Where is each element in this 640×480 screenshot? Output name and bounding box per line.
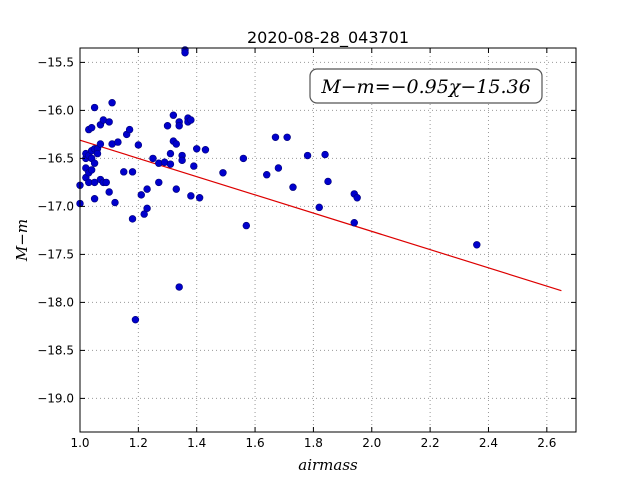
data-point bbox=[175, 122, 183, 130]
data-point bbox=[321, 150, 329, 159]
data-point bbox=[473, 241, 481, 249]
y-tick-label: −19.0 bbox=[37, 391, 74, 405]
data-point bbox=[315, 203, 323, 212]
data-point bbox=[166, 160, 175, 168]
data-point bbox=[353, 194, 361, 202]
data-point bbox=[128, 168, 137, 176]
data-point bbox=[149, 154, 157, 163]
data-point bbox=[193, 145, 201, 153]
equation-box: M−m=−0.95χ−15.36 bbox=[309, 68, 543, 104]
x-tick-label: 1.2 bbox=[129, 436, 148, 450]
data-point bbox=[105, 188, 113, 196]
data-point bbox=[242, 221, 251, 230]
data-point bbox=[131, 315, 140, 324]
data-point bbox=[166, 149, 175, 158]
data-point bbox=[219, 169, 227, 177]
data-point bbox=[137, 191, 145, 199]
x-tick-label: 1.8 bbox=[304, 436, 323, 450]
x-tick-label: 2.0 bbox=[362, 436, 381, 450]
data-point bbox=[102, 178, 110, 187]
data-point bbox=[350, 219, 358, 227]
y-tick-label: −18.0 bbox=[37, 295, 74, 309]
data-point bbox=[125, 125, 134, 134]
data-point bbox=[283, 133, 291, 141]
data-point bbox=[324, 177, 332, 186]
data-point bbox=[263, 171, 271, 179]
data-point bbox=[128, 215, 137, 223]
data-point bbox=[155, 178, 163, 187]
data-point bbox=[163, 122, 172, 130]
data-point bbox=[114, 138, 122, 146]
x-tick-label: 1.0 bbox=[70, 436, 89, 450]
data-point bbox=[187, 116, 195, 124]
data-point bbox=[108, 99, 116, 107]
data-point bbox=[172, 140, 180, 148]
data-point bbox=[303, 151, 312, 160]
y-tick-label: −18.5 bbox=[37, 343, 74, 357]
ticks-layer: 1.0 1.2 1.4 1.6 1.8 2.0 2.2 2.4 2.6 −15.5 −16.0 −16… bbox=[37, 48, 576, 450]
data-point bbox=[140, 210, 148, 218]
data-point bbox=[134, 141, 143, 149]
y-tick-label: −16.5 bbox=[37, 151, 74, 165]
data-point bbox=[178, 156, 186, 165]
data-point bbox=[90, 159, 99, 167]
data-point bbox=[90, 103, 99, 112]
data-point bbox=[271, 133, 280, 141]
y-axis-label: M−m bbox=[13, 219, 31, 262]
data-point bbox=[93, 149, 102, 158]
data-point bbox=[274, 164, 283, 172]
data-point bbox=[195, 194, 204, 202]
data-point bbox=[239, 154, 248, 163]
data-point bbox=[120, 168, 128, 176]
data-point bbox=[111, 198, 119, 207]
x-axis-label: airmass bbox=[298, 456, 358, 474]
grid-layer bbox=[79, 48, 576, 432]
data-point bbox=[175, 283, 183, 291]
data-point bbox=[169, 111, 178, 119]
data-point bbox=[181, 49, 189, 57]
data-point bbox=[201, 146, 210, 154]
y-tick-label: −17.0 bbox=[37, 199, 74, 213]
data-point bbox=[190, 162, 198, 170]
x-tick-label: 2.2 bbox=[421, 436, 440, 450]
data-point bbox=[87, 123, 96, 132]
data-points-layer bbox=[76, 46, 481, 324]
data-point bbox=[143, 204, 151, 213]
data-point bbox=[289, 183, 297, 191]
data-point bbox=[87, 166, 96, 174]
data-point bbox=[90, 195, 99, 203]
y-tick-label: −16.0 bbox=[37, 103, 74, 117]
data-point bbox=[187, 192, 195, 200]
chart-title: 2020-08-28_043701 bbox=[247, 28, 409, 48]
x-tick-label: 1.4 bbox=[187, 436, 206, 450]
x-tick-label: 2.4 bbox=[479, 436, 498, 450]
x-tick-label: 2.6 bbox=[537, 436, 556, 450]
equation-box-frame bbox=[309, 68, 543, 104]
data-point bbox=[90, 178, 99, 187]
fit-equation-label: M−m=−0.95χ−15.36 bbox=[320, 76, 530, 98]
data-point bbox=[172, 185, 180, 193]
y-tick-label: −17.5 bbox=[37, 247, 74, 261]
data-point bbox=[96, 140, 105, 148]
plot-area-frame bbox=[79, 47, 577, 433]
data-point bbox=[143, 185, 151, 193]
y-tick-label: −15.5 bbox=[37, 55, 74, 69]
data-point bbox=[105, 118, 113, 126]
x-tick-label: 1.6 bbox=[246, 436, 265, 450]
